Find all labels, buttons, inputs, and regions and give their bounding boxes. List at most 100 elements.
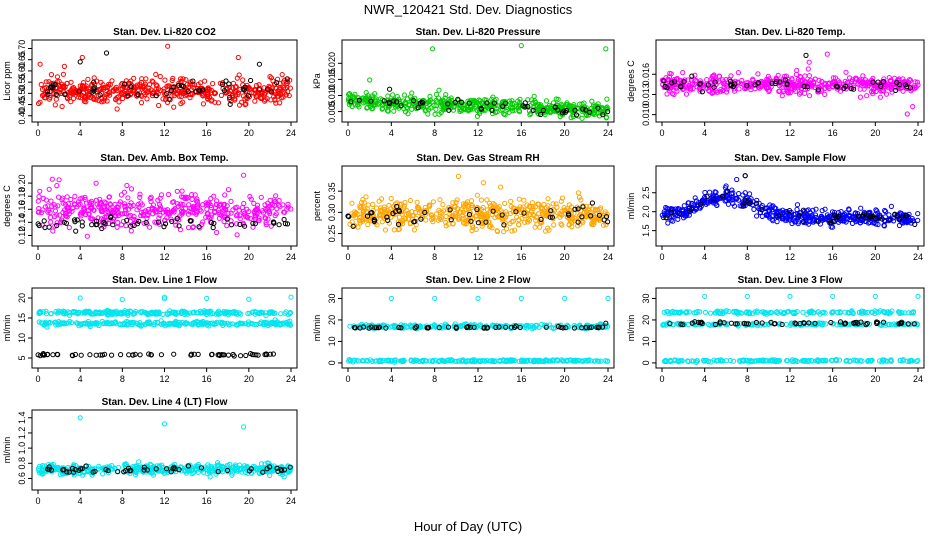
data-point (276, 197, 282, 204)
data-point (471, 99, 477, 106)
data-point (391, 227, 397, 233)
data-point (685, 200, 691, 206)
data-point (680, 70, 686, 76)
data-point (501, 222, 507, 228)
data-point (236, 310, 242, 316)
data-point (262, 215, 268, 221)
data-point (346, 91, 353, 97)
data-point (394, 99, 400, 105)
data-point (572, 206, 578, 212)
data-point (116, 99, 122, 105)
x-tick-label: 8 (745, 252, 750, 262)
data-point (906, 77, 913, 83)
data-point (68, 99, 74, 105)
data-point (157, 73, 163, 80)
data-point (709, 79, 715, 85)
data-point (418, 216, 424, 222)
data-point (701, 358, 708, 364)
data-point (532, 224, 538, 230)
data-point (478, 197, 484, 203)
data-point (575, 206, 581, 212)
data-point (219, 81, 226, 88)
data-point (46, 208, 52, 214)
outlier-point (518, 295, 524, 301)
data-point (263, 351, 269, 357)
data-point (238, 353, 244, 359)
data-point (719, 193, 726, 199)
data-point (179, 211, 185, 217)
data-point (547, 214, 553, 220)
data-point (441, 358, 447, 364)
data-point (193, 211, 199, 217)
data-point (105, 91, 111, 97)
data-point (222, 192, 228, 198)
data-point (225, 352, 232, 358)
data-point (175, 203, 181, 210)
data-point (68, 320, 75, 326)
data-point (531, 93, 537, 99)
data-point (755, 80, 761, 86)
data-point (502, 200, 508, 206)
data-point (144, 96, 150, 102)
data-point (815, 219, 821, 225)
data-point (390, 210, 396, 216)
data-point (713, 189, 719, 195)
data-point (207, 320, 213, 326)
data-point (363, 194, 369, 200)
data-point (180, 83, 187, 90)
data-point (723, 197, 729, 203)
data-point (117, 199, 123, 205)
data-point (381, 206, 387, 212)
data-point (123, 223, 129, 229)
data-point (212, 99, 218, 105)
data-point (36, 209, 42, 215)
data-point (115, 211, 121, 217)
outlier-point (204, 295, 210, 301)
data-point (279, 72, 285, 78)
data-point (712, 79, 718, 85)
data-point (666, 320, 672, 326)
data-point (670, 321, 676, 327)
outlier-point (429, 46, 436, 52)
data-point (124, 322, 130, 328)
data-point (786, 208, 793, 214)
y-tick-label: 30 (327, 293, 337, 303)
data-point (135, 322, 141, 328)
data-point (70, 353, 76, 359)
data-point (252, 321, 258, 327)
data-point (554, 357, 560, 363)
data-point (200, 219, 206, 225)
data-point (264, 352, 270, 358)
data-point (598, 205, 604, 211)
data-point (52, 82, 58, 88)
data-point (350, 223, 356, 229)
data-point (743, 80, 750, 86)
data-point (388, 195, 394, 202)
data-point (256, 87, 262, 93)
data-point (536, 201, 542, 207)
data-point (283, 92, 289, 98)
data-point (689, 73, 695, 79)
data-point (137, 352, 143, 358)
data-point (180, 201, 186, 208)
data-point (499, 100, 505, 106)
data-point (52, 204, 58, 210)
data-point (74, 310, 80, 316)
data-point (72, 309, 79, 315)
data-point (234, 232, 240, 238)
data-point (251, 352, 257, 358)
data-point (250, 220, 256, 226)
data-point (675, 320, 681, 326)
data-point (911, 309, 917, 315)
y-tick-label: 0.70 (17, 40, 27, 58)
data-point (37, 188, 43, 194)
x-tick-label: 20 (560, 128, 570, 138)
data-point (836, 219, 842, 225)
data-point (531, 213, 537, 219)
data-point (221, 320, 227, 326)
data-point (228, 210, 234, 216)
data-point (443, 92, 449, 98)
data-point (247, 193, 253, 200)
data-point (281, 216, 287, 223)
data-point (855, 213, 862, 219)
